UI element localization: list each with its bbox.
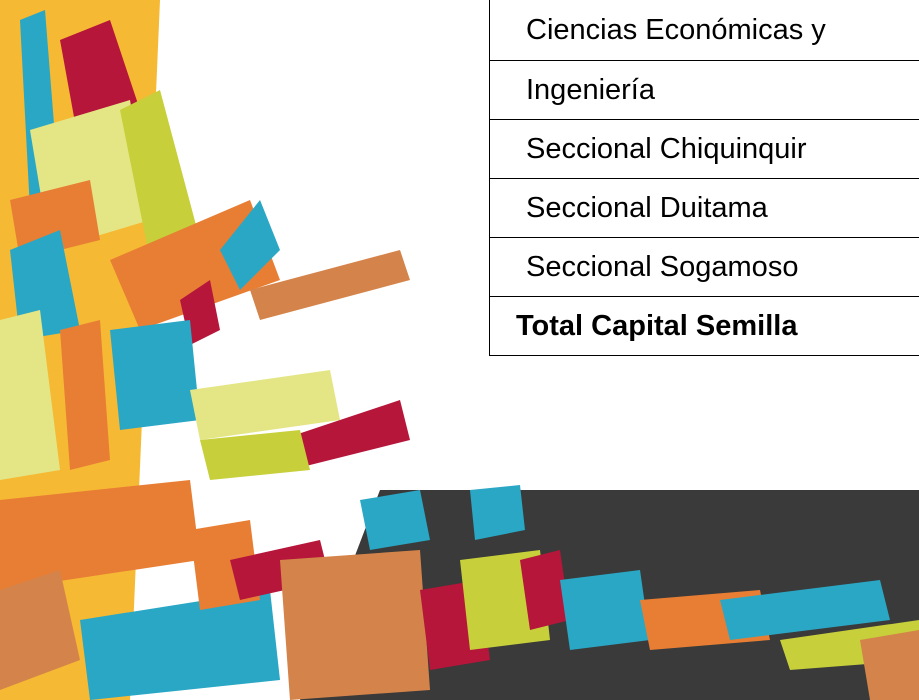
cell: Total Capital Semilla <box>489 296 919 356</box>
table-container: Ciencias Económicas y Ingeniería Seccion… <box>489 0 919 366</box>
cell: Ciencias Económicas y <box>489 0 919 61</box>
cell: Ingeniería <box>489 60 919 120</box>
row: Seccional Chiquinquir <box>489 119 919 179</box>
row: Ciencias Económicas y <box>489 0 919 61</box>
table: Ciencias Económicas y Ingeniería Seccion… <box>489 0 919 356</box>
cell: Seccional Sogamoso <box>489 237 919 297</box>
cell: Seccional Duitama <box>489 178 919 238</box>
row: Seccional Sogamoso <box>489 237 919 297</box>
row: Seccional Duitama <box>489 178 919 238</box>
row: Ingeniería <box>489 60 919 120</box>
cell: Seccional Chiquinquir <box>489 119 919 179</box>
total-row: Total Capital Semilla <box>489 296 919 356</box>
